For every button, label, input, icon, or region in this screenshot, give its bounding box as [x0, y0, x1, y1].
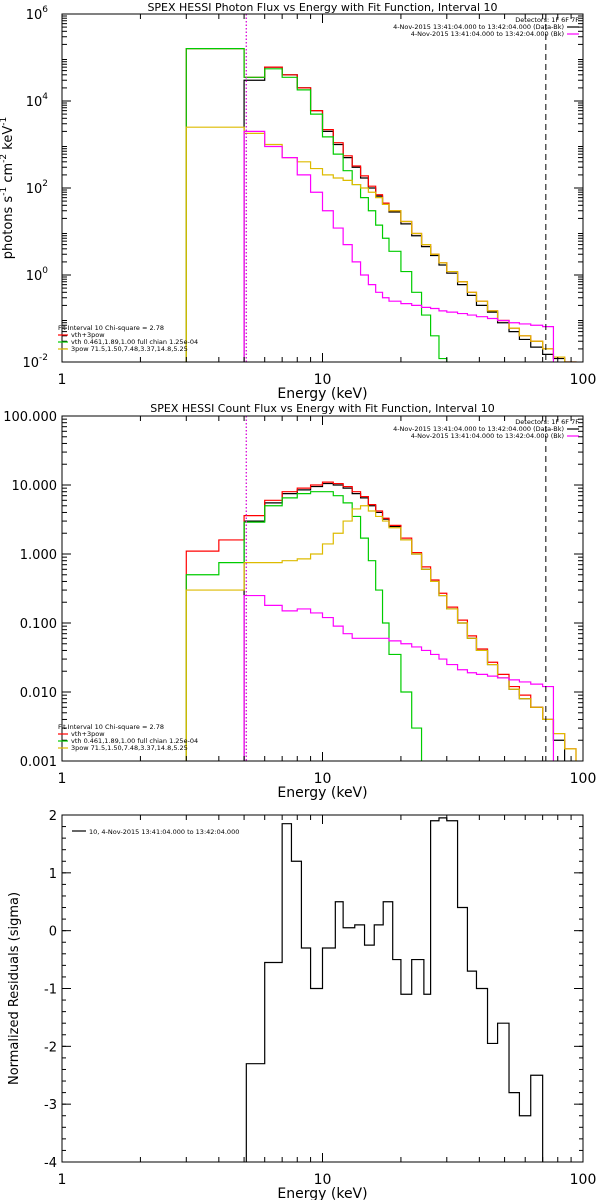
chart-title: SPEX HESSI Count Flux vs Energy with Fit…	[150, 402, 494, 415]
chart-title: SPEX HESSI Photon Flux vs Energy with Fi…	[147, 1, 497, 14]
fit-legend-entry: 3pow 71.5,1.50,7.48,3.37,14.8,5.25	[71, 345, 188, 353]
series-line-2	[185, 48, 448, 362]
y-axis-label: Normalized Residuals (sigma)	[7, 892, 22, 1085]
y-label-exponent: -2	[0, 154, 9, 163]
y-tick-label: 0.100	[20, 617, 57, 632]
y-tick-exponent: 4	[42, 92, 48, 102]
y-tick-label: 0.010	[20, 686, 57, 701]
y-tick-base: 10	[22, 356, 39, 371]
series-line-2	[185, 491, 423, 761]
series-group	[245, 817, 544, 1162]
x-tick-label: 100	[570, 771, 597, 787]
y-label-exponent: -1	[0, 187, 9, 196]
legend-entry: 4-Nov-2015 13:41:04.000 to 13:42:04.000 …	[393, 425, 564, 433]
y-tick-label: -1	[44, 983, 57, 998]
y-label-part: Normalized Residuals (sigma)	[7, 892, 22, 1085]
y-tick-exponent: 2	[42, 179, 48, 189]
x-tick-label: 10	[314, 1172, 332, 1188]
y-label-part: photons s	[1, 196, 16, 260]
x-tick-label: 10	[314, 771, 332, 787]
y-tick-exponent: 6	[42, 5, 48, 15]
y-tick-exponent: -2	[39, 353, 48, 363]
x-tick-label: 100	[570, 1172, 597, 1188]
y-tick-label: -2	[44, 1040, 57, 1055]
y-tick-label: -3	[44, 1098, 57, 1113]
legend: 10, 4-Nov-2015 13:41:04.000 to 13:42:04.…	[72, 828, 239, 836]
y-tick-label: 0.001	[20, 755, 57, 770]
series-line-0	[243, 482, 566, 761]
series-line-4	[243, 130, 555, 362]
y-tick-base: 10	[26, 182, 43, 197]
legend-title: Detectors: 1F 6F 7F	[515, 418, 579, 426]
y-label-exponent: -1	[0, 117, 9, 126]
series-line-3	[185, 505, 577, 761]
series-line-0	[245, 817, 544, 1162]
y-tick-label: 100.000	[3, 410, 57, 425]
legend-entry: 10, 4-Nov-2015 13:41:04.000 to 13:42:04.…	[89, 828, 239, 836]
plot-frame	[61, 415, 584, 762]
count-flux-panel: SPEX HESSI Count Flux vs Energy with Fit…	[3, 402, 596, 801]
series-line-4	[243, 594, 555, 761]
y-axis-label: photons s-1 cm-2 keV-1	[0, 117, 16, 259]
series-line-1	[185, 481, 577, 761]
fit-legend: Fit Interval 10 Chi-square = 2.78vth+3po…	[58, 723, 198, 752]
legend-title: Detectors: 1F 6F 7F	[515, 16, 579, 24]
series-group	[185, 48, 577, 362]
fit-legend: Fit Interval 10 Chi-square = 2.78vth+3po…	[58, 324, 198, 353]
legend-entry: 4-Nov-2015 13:41:04.000 to 13:42:04.000 …	[411, 432, 564, 440]
y-tick-label: 106	[26, 5, 49, 23]
fit-legend-header: Fit Interval 10 Chi-square = 2.78	[58, 723, 164, 731]
photon-flux-panel: SPEX HESSI Photon Flux vs Energy with Fi…	[0, 1, 596, 402]
x-tick-label: 10	[314, 372, 332, 388]
y-tick-label: 10.000	[12, 479, 58, 494]
y-tick-base: 10	[26, 8, 43, 23]
y-tick-label: 1	[49, 867, 57, 882]
fit-legend-entry: vth 0.461,1.89,1.00 full chian 1.25e-04	[71, 737, 198, 745]
series-line-1	[185, 48, 577, 362]
series-line-0	[243, 66, 566, 362]
plot-frame	[61, 13, 584, 363]
fit-legend-entry: 3pow 71.5,1.50,7.48,3.37,14.8,5.25	[71, 744, 188, 752]
series-group	[185, 481, 577, 761]
y-tick-base: 10	[26, 269, 43, 284]
legend-entry: 4-Nov-2015 13:41:04.000 to 13:42:04.000 …	[411, 30, 564, 38]
x-tick-label: 1	[58, 1172, 67, 1188]
x-tick-label: 1	[58, 372, 67, 388]
y-tick-exponent: 0	[42, 266, 48, 276]
x-tick-label: 1	[58, 771, 67, 787]
legend: Detectors: 1F 6F 7F4-Nov-2015 13:41:04.0…	[393, 16, 579, 38]
fit-legend-entry: vth+3pow	[71, 730, 105, 738]
y-tick-label: 10-2	[22, 353, 48, 371]
x-axis-label: Energy (keV)	[277, 386, 367, 402]
fit-legend-entry: vth 0.461,1.89,1.00 full chian 1.25e-04	[71, 338, 198, 346]
x-axis-label: Energy (keV)	[277, 1186, 367, 1200]
y-tick-label: 0	[49, 925, 57, 940]
y-label-part: cm	[1, 163, 16, 187]
fit-legend-header: Fit Interval 10 Chi-square = 2.78	[58, 324, 164, 332]
y-tick-label: 1.000	[20, 548, 57, 563]
residuals-panel: 1 10 100 -4 -3 -2 -1 0 1 2 Energy (keV) Normalized …	[7, 809, 596, 1200]
y-tick-label: 2	[49, 809, 57, 824]
legend: Detectors: 1F 6F 7F4-Nov-2015 13:41:04.0…	[393, 418, 579, 440]
y-tick-label: 104	[26, 92, 49, 110]
fit-legend-entry: vth+3pow	[71, 331, 105, 339]
y-tick-label: -4	[44, 1156, 57, 1171]
y-tick-label: 100	[26, 266, 49, 284]
y-tick-label: 102	[26, 179, 48, 197]
series-line-3	[185, 126, 577, 362]
x-axis-label: Energy (keV)	[277, 785, 367, 801]
y-tick-base: 10	[26, 95, 43, 110]
legend-entry: 4-Nov-2015 13:41:04.000 to 13:42:04.000 …	[393, 23, 564, 31]
y-label-part: keV	[1, 126, 16, 154]
x-tick-label: 100	[570, 372, 597, 388]
